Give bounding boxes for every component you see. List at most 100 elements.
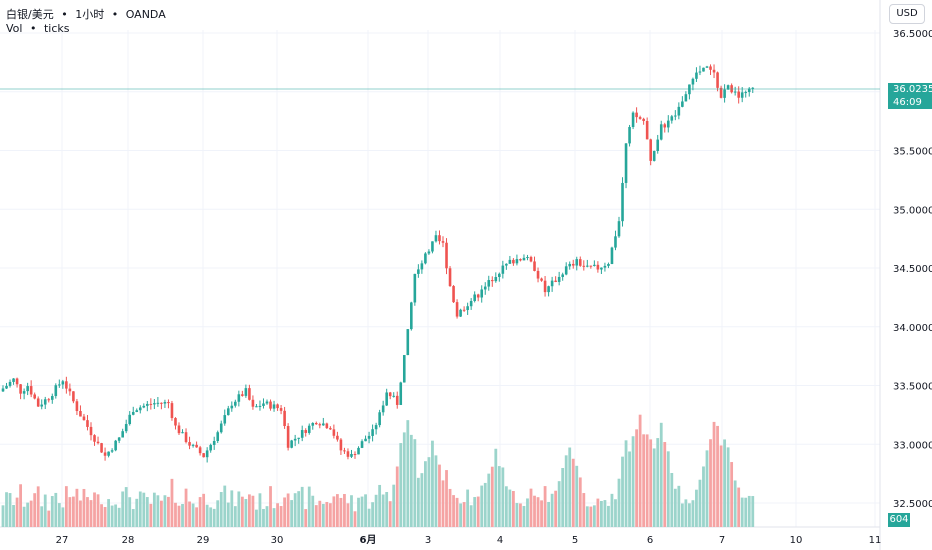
candle-body [469,300,473,307]
candle-body [417,269,420,274]
candle-body [212,441,216,445]
candle-body [128,414,132,425]
volume-bar [673,488,677,527]
candle-body [283,410,286,427]
candle-body [50,396,54,400]
candle-body [381,405,385,413]
candle-body [508,259,512,264]
volume-bar [360,496,364,527]
candle-body [747,88,751,93]
volume-bar [381,494,385,527]
volume-bar [716,425,719,527]
candle-body [72,391,75,402]
interval-label[interactable]: 1小时 [75,8,105,21]
currency-button[interactable]: USD [889,4,925,24]
volume-bar [695,489,698,527]
candle-body [737,91,740,98]
symbol-name[interactable]: 白银/美元 [6,8,54,21]
volume-bar [160,500,163,527]
volume-bar [469,505,473,527]
volume-bar [649,439,653,527]
time-tick-label: 7 [719,535,725,546]
volume-bar [276,503,279,527]
candle-body [339,439,343,451]
time-tick-label: 6月 [360,534,377,546]
candle-body [75,401,79,412]
candle-body [170,403,174,419]
volume-bar [480,485,484,527]
candle-body [719,87,723,98]
volume-legend[interactable]: Vol • ticks [6,22,70,35]
candle-body [293,438,297,441]
candle-body [8,381,12,386]
candle-body [388,392,392,397]
candle-body [184,432,188,443]
price-tick-label: 35.00000 [893,205,932,216]
volume-bar [181,503,184,527]
candle-body [36,398,40,407]
volume-bar [1,505,5,527]
candle-body [79,411,82,417]
candle-body [385,392,388,406]
volume-bar [205,504,209,527]
volume-bar [79,500,82,527]
candle-body [286,426,290,448]
volume-bar [357,497,360,527]
time-tick-label: 27 [56,535,69,546]
candle-body [536,270,540,279]
volume-bar [575,465,579,527]
candle-body [561,274,564,277]
volume-bar [107,499,110,527]
volume-bar [219,492,223,527]
candle-body [480,289,484,298]
volume-bar [476,496,480,527]
candle-body [501,265,505,274]
price-tick-label: 33.00000 [893,440,932,451]
volume-bar [332,496,336,527]
candle-body [307,425,311,433]
candle-body [557,276,561,282]
candle-body [726,85,730,90]
volume-bar [540,500,543,527]
candle-body [519,259,522,261]
candle-body [617,221,621,237]
candle-body [645,121,649,140]
volume-bar [473,497,477,527]
volume-bar [297,491,301,527]
candle-body [300,430,304,438]
candle-body [107,451,110,456]
last-price-value: 36.02350 [893,84,932,95]
volume-bar [494,448,498,527]
volume-bar [561,468,565,527]
candle-body [153,403,156,405]
volume-bar [15,497,19,527]
volume-bar [501,467,505,527]
candle-body [498,273,501,277]
candle-body [237,394,241,402]
candle-body [628,127,631,144]
volume-bar [533,495,536,527]
candle-body [716,72,719,88]
volume-bar [512,490,515,527]
price-tick-label: 32.50000 [893,499,932,510]
volume-bar [255,509,258,527]
candle-body [705,66,709,68]
candle-body [487,280,491,287]
candle-body [43,399,47,405]
volume-bar [202,493,206,527]
volume-bar [124,487,128,527]
volume-bar [135,498,139,527]
volume-bar [666,451,670,527]
candle-body [656,139,660,151]
volume-bar [751,496,755,527]
candle-body [322,423,325,426]
symbol-legend[interactable]: 白银/美元 • 1小时 • OANDA [6,6,166,22]
volume-bar [216,500,220,527]
candle-body [459,309,462,317]
volume-bar [68,497,72,527]
candle-body [378,412,381,426]
volume-bar [353,511,357,527]
candle-body [586,265,589,267]
volume-bar [670,473,674,527]
